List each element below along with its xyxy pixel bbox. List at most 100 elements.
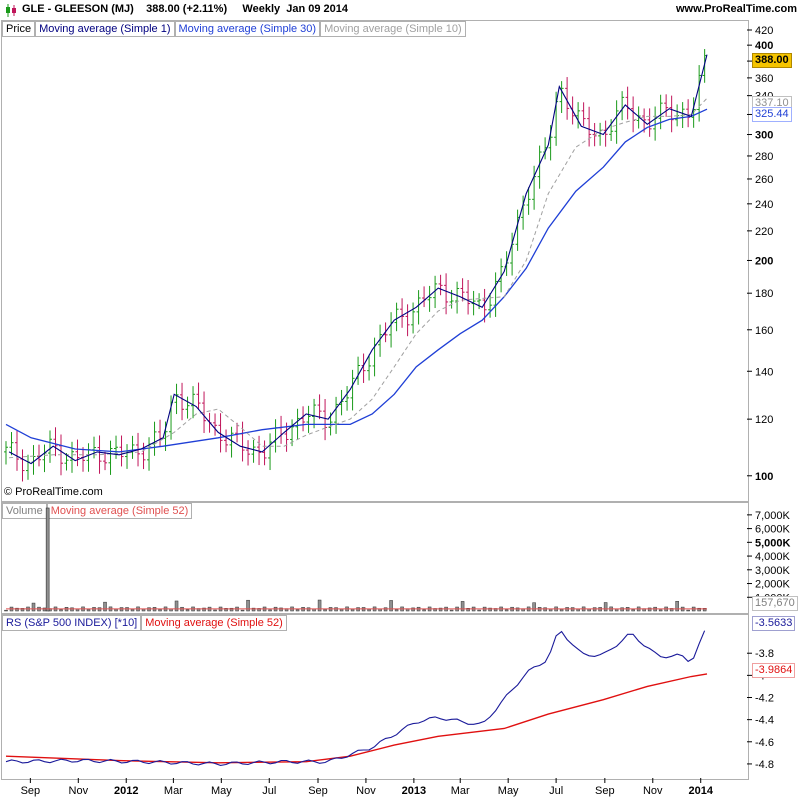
volume-bar xyxy=(702,608,707,612)
price-tick-label: 240 xyxy=(755,199,773,211)
legend-volume-ma[interactable]: Moving average (Simple 52) xyxy=(46,503,193,519)
symbol-line: GLE - GLEESON (MJ) xyxy=(22,3,134,15)
legend-ma1[interactable]: Moving average (Simple 1) xyxy=(35,21,175,37)
volume-bar xyxy=(103,601,107,612)
x-tick-label: 2012 xyxy=(114,785,138,797)
volume-bar xyxy=(86,609,91,612)
volume-bar xyxy=(477,609,481,612)
volume-bar xyxy=(246,599,250,612)
volume-bar xyxy=(158,609,162,612)
x-tick-label: May xyxy=(211,785,232,797)
volume-bar xyxy=(389,600,393,612)
rs-ma-line xyxy=(5,673,708,764)
price-tick-label: 260 xyxy=(755,174,773,186)
volume-tick-label: 4,000K xyxy=(755,551,791,563)
volume-tick-label: 6,000K xyxy=(755,524,791,536)
x-tick-label: Jul xyxy=(262,785,276,797)
price-tick-label: 280 xyxy=(755,151,773,163)
volume-ma-last-tag: 157,670 xyxy=(752,596,798,611)
volume-bar xyxy=(70,607,74,612)
period: Weekly xyxy=(242,3,281,15)
volume-tick-label: 7,000K xyxy=(755,510,791,522)
volume-bar xyxy=(59,609,63,612)
price-tick-label: 140 xyxy=(755,366,773,378)
volume-bar xyxy=(438,607,443,612)
x-tick-label: Nov xyxy=(643,785,663,797)
volume-bar xyxy=(323,609,327,612)
rs-ma-last-tag: -3.9864 xyxy=(752,663,796,678)
price-tick-label: 300 xyxy=(755,130,773,142)
legend-ma30[interactable]: Moving average (Simple 30) xyxy=(174,21,321,37)
ma30-last-tag: 325.44 xyxy=(752,107,792,122)
volume-bar xyxy=(240,609,245,612)
volume-bar xyxy=(515,607,520,612)
volume-bar xyxy=(114,608,118,612)
volume-bar xyxy=(279,607,283,612)
price-last-tag: 388.00 xyxy=(752,53,792,68)
volume-spike-bar xyxy=(45,507,50,612)
volume-bar xyxy=(213,609,217,612)
legend-ma10[interactable]: Moving average (Simple 10) xyxy=(320,21,466,37)
x-tick-label: Sep xyxy=(308,785,328,797)
price-tick-label: 180 xyxy=(755,288,773,300)
price-tick-label: 360 xyxy=(755,73,773,85)
volume-bar xyxy=(466,608,470,612)
rs-last-tag: -3.5633 xyxy=(752,616,796,631)
volume-bar xyxy=(686,609,690,612)
copyright: © ProRealTime.com xyxy=(4,486,103,498)
rs-tick-label: -4.8 xyxy=(755,759,774,771)
x-tick-label: Mar xyxy=(164,785,183,797)
volume-bar xyxy=(422,609,426,612)
volume-tick-label: 3,000K xyxy=(755,565,791,577)
volume-bar xyxy=(620,607,624,612)
price-tick-label: 400 xyxy=(755,40,773,52)
volume-bar xyxy=(587,608,591,612)
price-legend: Price Moving average (Simple 1) Moving a… xyxy=(2,21,466,37)
legend-volume[interactable]: Volume xyxy=(2,503,47,519)
volume-bar xyxy=(130,609,135,612)
volume-bar xyxy=(411,607,415,612)
volume-bar xyxy=(576,608,580,612)
legend-price[interactable]: Price xyxy=(2,21,36,37)
volume-bar xyxy=(339,608,344,612)
x-tick-label: Nov xyxy=(69,785,89,797)
volume-bar xyxy=(647,607,652,612)
volume-bar xyxy=(268,609,272,612)
x-tick-label: Mar xyxy=(451,785,470,797)
volume-bar xyxy=(675,600,679,612)
volume-bar xyxy=(229,607,234,612)
header-bar: GLE - GLEESON (MJ) 388.00 (+2.11%) Weekl… xyxy=(0,0,800,20)
rs-tick-label: -4.4 xyxy=(755,715,774,727)
volume-bar xyxy=(449,609,454,612)
volume-bar xyxy=(488,607,492,612)
volume-bar xyxy=(367,609,371,612)
legend-rs-ma[interactable]: Moving average (Simple 52) xyxy=(141,615,287,631)
ma1-close-line xyxy=(8,54,708,465)
volume-tick-label: 5,000K xyxy=(755,537,791,549)
x-tick-label: Sep xyxy=(595,785,615,797)
volume-bar xyxy=(631,609,635,612)
volume-bar xyxy=(383,607,388,612)
site-link[interactable]: www.ProRealTime.com xyxy=(675,3,797,15)
price-tick-label: 100 xyxy=(755,471,773,483)
volume-bar xyxy=(174,600,179,612)
legend-rs[interactable]: RS (S&P 500 INDEX) [*10] xyxy=(2,615,142,631)
volume-bar xyxy=(697,607,701,612)
volume-bar xyxy=(559,609,564,612)
x-tick-label: 2013 xyxy=(402,785,426,797)
ma10-line xyxy=(9,97,708,459)
ma30-line xyxy=(5,108,708,453)
volume-bar xyxy=(658,609,663,612)
volume-legend: Volume Moving average (Simple 52) xyxy=(2,503,193,519)
x-tick-label: Nov xyxy=(356,785,376,797)
volume-bar xyxy=(251,607,256,612)
date: Jan 09 2014 xyxy=(286,3,349,15)
price-tick-label: 200 xyxy=(755,255,773,267)
volume-bar xyxy=(4,609,8,612)
volume-bar xyxy=(532,602,536,612)
price-change: 388.00 (+2.11%) xyxy=(146,3,228,15)
volume-tick-label: 2,000K xyxy=(755,579,791,591)
rs-tick-label: -4.2 xyxy=(755,693,774,705)
volume-bar xyxy=(350,608,355,612)
